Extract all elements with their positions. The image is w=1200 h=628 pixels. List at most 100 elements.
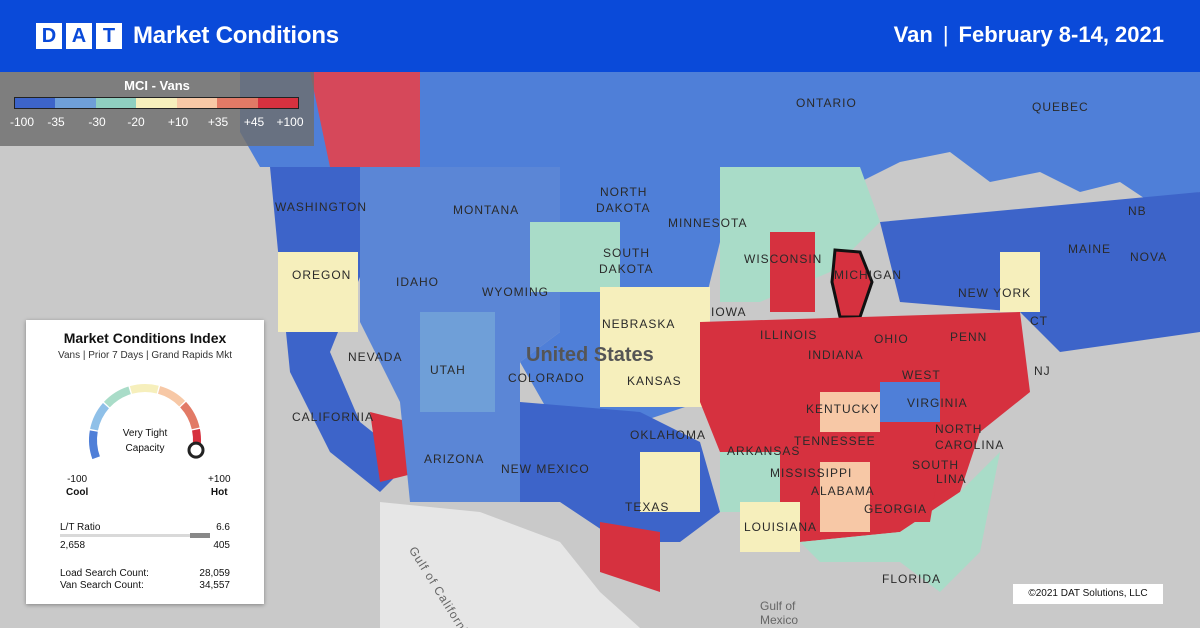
label-nova: NOVA — [1130, 250, 1168, 264]
label-michigan: MICHIGAN — [834, 268, 902, 282]
gauge-max-value: +100 — [208, 474, 231, 485]
gauge-segment — [129, 384, 159, 394]
ratio-right-count: 405 — [213, 540, 230, 551]
ratio-label: L/T Ratio — [60, 522, 101, 533]
gauge-min-label: Cool — [66, 487, 89, 498]
gauge-status: Very Tight Capacity — [26, 426, 264, 456]
region-kentucky — [820, 392, 880, 432]
gauge-min-value: -100 — [67, 474, 88, 485]
label-texas: TEXAS — [625, 500, 670, 514]
legend-tick: -20 — [127, 115, 145, 129]
label-tennessee: TENNESSEE — [794, 434, 876, 448]
load-search-label: Load Search Count: — [60, 568, 149, 579]
label-quebec: QUEBEC — [1032, 100, 1089, 114]
region-west-virginia — [880, 382, 940, 422]
legend-swatch — [95, 98, 137, 108]
label-carolina-2: LINA — [936, 472, 967, 486]
label-south-dakota-1: SOUTH — [603, 246, 650, 260]
label-south-dakota-2: DAKOTA — [599, 262, 654, 276]
label-california: CALIFORNIA — [292, 410, 375, 424]
logo-letter: A — [66, 23, 92, 49]
region-south-texas — [600, 522, 660, 592]
legend-swatch — [176, 98, 218, 108]
choropleth-map[interactable]: ONTARIO QUEBEC WASHINGTON MONTANA NORTH … — [0, 72, 1200, 628]
van-search-value: 34,557 — [199, 580, 230, 591]
region-canada — [240, 72, 1200, 202]
label-indiana: INDIANA — [808, 348, 864, 362]
region-utah — [420, 312, 495, 412]
region-mexico — [380, 502, 640, 628]
label-kansas: KANSAS — [627, 374, 682, 388]
header-bar: D A T Market Conditions Van | February 8… — [0, 0, 1200, 72]
legend-ticks: -100 -35 -30 -20 +10 +35 +45 +100 — [0, 115, 314, 131]
label-oregon: OREGON — [292, 268, 352, 282]
gauge-indicator — [187, 441, 205, 459]
label-new-mexico: NEW MEXICO — [501, 462, 590, 476]
label-utah: UTAH — [430, 363, 466, 377]
label-gulf-of-mexico-2: Mexico — [760, 613, 799, 627]
date-range: February 8-14, 2021 — [958, 22, 1164, 47]
label-louisiana: LOUISIANA — [744, 520, 818, 534]
legend-swatch — [257, 98, 298, 108]
label-north-dakota-2: DAKOTA — [596, 201, 651, 215]
label-alabama: ALABAMA — [811, 484, 875, 498]
legend-tick: +35 — [207, 115, 229, 129]
legend-swatch — [15, 98, 56, 108]
gauge-segment — [157, 386, 186, 407]
region-alabama — [820, 462, 870, 532]
label-north-carolina-2: CAROLINA — [935, 438, 1005, 452]
region-south-dakota — [530, 222, 620, 292]
label-nevada: NEVADA — [348, 350, 403, 364]
label-virginia: VIRGINIA — [907, 396, 968, 410]
label-iowa: IOWA — [711, 305, 747, 319]
van-search-row: Van Search Count: 34,557 — [60, 580, 230, 591]
label-north-dakota-1: NORTH — [600, 185, 648, 199]
region-louisiana — [740, 502, 800, 552]
label-ohio: OHIO — [874, 332, 909, 346]
label-nebraska: NEBRASKA — [602, 317, 676, 331]
label-mississippi: MISSISSIPPI — [770, 466, 853, 480]
card-subtitle: Vans | Prior 7 Days | Grand Rapids Mkt — [58, 350, 232, 361]
label-nj: NJ — [1034, 364, 1051, 378]
region-bc-coast — [310, 72, 420, 167]
mci-gauge — [89, 384, 205, 460]
label-minnesota: MINNESOTA — [668, 216, 748, 230]
legend-swatch — [55, 98, 96, 108]
label-ontario: ONTARIO — [796, 96, 857, 110]
card-title: Market Conditions Index — [63, 330, 227, 346]
legend-tick: +45 — [243, 115, 265, 129]
page-title: Market Conditions — [133, 22, 339, 49]
region-kansas-nebraska — [600, 287, 710, 407]
label-idaho: IDAHO — [396, 275, 440, 289]
label-north-carolina-1: NORTH — [935, 422, 983, 436]
ratio-bar-fill — [190, 533, 210, 538]
label-nb: NB — [1128, 204, 1147, 218]
region-southeast — [800, 452, 1000, 592]
legend-tick: -30 — [88, 115, 106, 129]
logo-letter: D — [36, 23, 62, 49]
ratio-left-count: 2,658 — [60, 540, 86, 551]
gauge-segment — [180, 401, 200, 430]
legend-swatch — [217, 98, 258, 108]
legend-tick: +100 — [276, 115, 304, 129]
label-gulf-of-mexico-1: Gulf of — [760, 599, 796, 613]
label-maine: MAINE — [1068, 242, 1112, 256]
equipment-type: Van — [893, 22, 933, 47]
label-united-states: United States — [526, 344, 654, 366]
copyright: ©2021 DAT Solutions, LLC — [1013, 584, 1163, 604]
gauge-status-line1: Very Tight — [122, 428, 168, 439]
label-montana: MONTANA — [453, 203, 520, 217]
label-wisconsin: WISCONSIN — [744, 252, 823, 266]
region-texas-panhandle — [640, 452, 700, 512]
region-new-york — [1000, 252, 1040, 312]
load-search-value: 28,059 — [199, 568, 230, 579]
header-separator: | — [942, 22, 949, 47]
gauge-status-line2: Capacity — [125, 443, 165, 454]
label-washington: WASHINGTON — [275, 200, 368, 214]
gauge-segment — [103, 386, 131, 408]
region-nj — [990, 322, 1020, 372]
legend-title: MCI - Vans — [124, 78, 190, 93]
label-south-carolina: SOUTH — [912, 458, 959, 472]
ratio-value: 6.6 — [216, 522, 230, 533]
ratio-row: L/T Ratio 6.6 — [60, 522, 230, 533]
